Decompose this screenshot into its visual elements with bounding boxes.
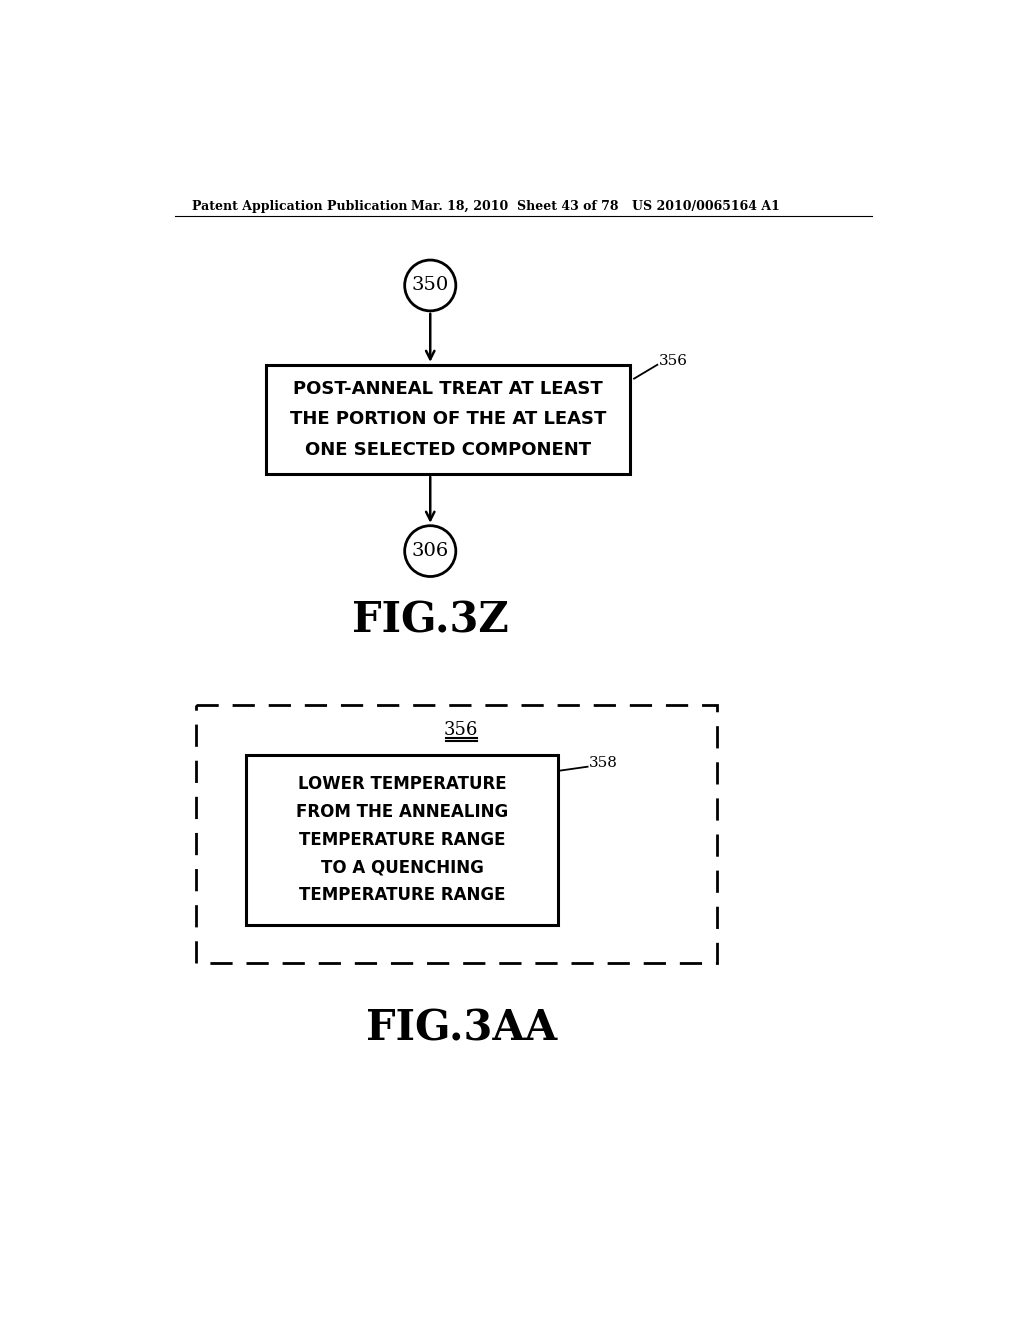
- Text: TEMPERATURE RANGE: TEMPERATURE RANGE: [299, 830, 505, 849]
- Text: ONE SELECTED COMPONENT: ONE SELECTED COMPONENT: [305, 441, 591, 459]
- Bar: [197, 705, 717, 964]
- Text: POST-ANNEAL TREAT AT LEAST: POST-ANNEAL TREAT AT LEAST: [293, 380, 603, 397]
- Text: TO A QUENCHING: TO A QUENCHING: [321, 858, 483, 876]
- Text: FROM THE ANNEALING: FROM THE ANNEALING: [296, 803, 508, 821]
- Text: 356: 356: [658, 354, 688, 368]
- Bar: [246, 755, 558, 924]
- Text: THE PORTION OF THE AT LEAST: THE PORTION OF THE AT LEAST: [290, 411, 606, 429]
- Text: Mar. 18, 2010  Sheet 43 of 78: Mar. 18, 2010 Sheet 43 of 78: [411, 199, 618, 213]
- Text: LOWER TEMPERATURE: LOWER TEMPERATURE: [298, 775, 506, 793]
- Text: 306: 306: [412, 543, 449, 560]
- Text: TEMPERATURE RANGE: TEMPERATURE RANGE: [299, 886, 505, 904]
- Text: FIG.3Z: FIG.3Z: [352, 599, 509, 642]
- Text: Patent Application Publication: Patent Application Publication: [191, 199, 408, 213]
- Text: 350: 350: [412, 276, 449, 294]
- Text: 356: 356: [444, 721, 478, 739]
- Bar: [266, 364, 630, 474]
- Text: US 2010/0065164 A1: US 2010/0065164 A1: [632, 199, 779, 213]
- Text: FIG.3AA: FIG.3AA: [366, 1007, 557, 1049]
- Text: 358: 358: [589, 756, 618, 770]
